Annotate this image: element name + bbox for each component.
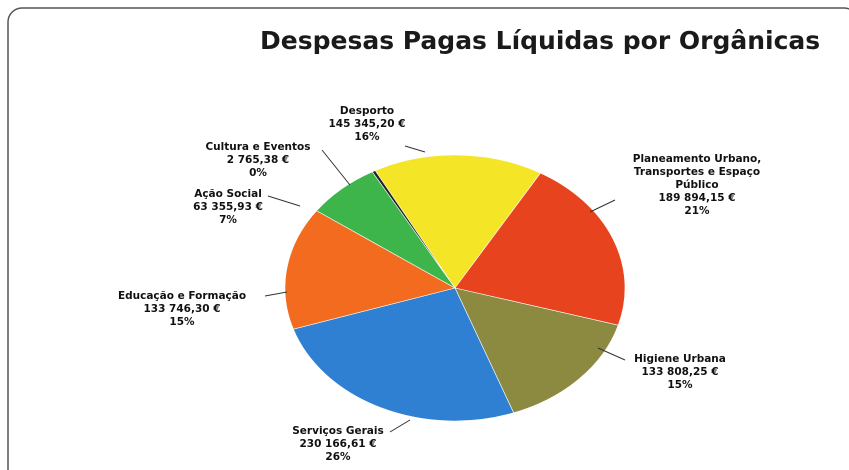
data-label: Desporto 145 345,20 €16% — [307, 105, 427, 144]
frame — [7, 7, 849, 470]
slice-category: Planeamento Urbano, Transportes e Espaço… — [632, 153, 762, 191]
slice-percent: 21% — [684, 205, 710, 217]
pie-slice — [371, 170, 456, 289]
data-label: Educação e Formação 133 746,30 €15% — [97, 290, 267, 329]
slice-amount: 189 894,15 € — [658, 192, 736, 204]
data-label: Cultura e Eventos 2 765,38 €0% — [193, 141, 323, 180]
leader-line — [264, 291, 288, 297]
leader-line — [589, 199, 616, 213]
pie-slice — [284, 210, 456, 330]
slice-percent: 7% — [219, 214, 237, 226]
slice-amount: 2 765,38 € — [226, 154, 290, 166]
pie-slice — [454, 172, 626, 326]
slice-percent: 15% — [667, 379, 693, 391]
slice-percent: 0% — [249, 167, 267, 179]
leader-line — [321, 149, 351, 186]
slice-category: Cultura e Eventos — [205, 141, 311, 153]
slice-amount: 133 746,30 € — [143, 303, 221, 315]
slice-category: Desporto — [339, 105, 395, 117]
leader-line — [267, 195, 301, 207]
leader-line — [389, 419, 411, 433]
slice-amount: 145 345,20 € — [328, 118, 406, 130]
chart-title: Despesas Pagas Líquidas por Orgânicas — [260, 26, 821, 55]
slice-percent: 16% — [354, 131, 380, 143]
slice-category: Educação e Formação — [117, 290, 247, 302]
slice-category: Ação Social — [194, 188, 262, 200]
leader-line — [404, 145, 426, 153]
data-label: Higiene Urbana 133 808,25 €15% — [625, 353, 735, 392]
slice-percent: 26% — [325, 451, 351, 463]
data-label: Planeamento Urbano, Transportes e Espaço… — [622, 153, 772, 218]
data-label: Ação Social 63 355,93 €7% — [168, 188, 288, 227]
slice-percent: 15% — [169, 316, 195, 328]
slice-category: Higiene Urbana — [634, 353, 726, 365]
pie-slice — [454, 287, 619, 414]
slice-amount: 133 808,25 € — [641, 366, 719, 378]
slice-amount: 63 355,93 € — [193, 201, 263, 213]
data-label: Serviços Gerais 230 166,61 €26% — [278, 425, 398, 464]
pie-slice — [292, 287, 515, 422]
slice-category: Serviços Gerais — [292, 425, 384, 437]
leader-line — [597, 347, 626, 361]
pie-slice — [374, 154, 541, 289]
slice-amount: 230 166,61 € — [299, 438, 377, 450]
